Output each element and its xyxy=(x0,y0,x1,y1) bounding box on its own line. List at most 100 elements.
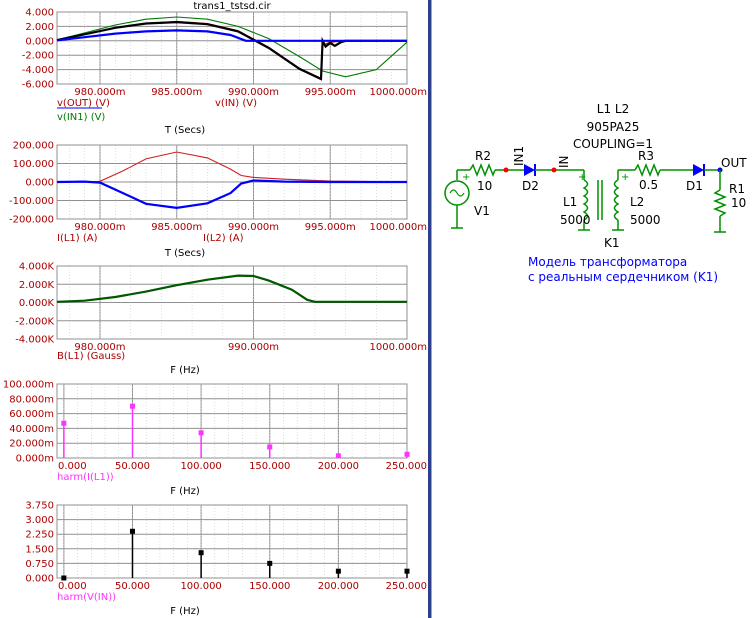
r3-resistor-symbol[interactable] xyxy=(634,162,661,178)
l2-name-label: L2 xyxy=(630,195,644,209)
net-in1-label: IN1 xyxy=(512,146,526,166)
plot-5-legend-entry: harm(V(IN)) xyxy=(57,592,116,603)
plot-4-frame xyxy=(56,383,408,459)
plot-2-x-tick-label: 995.000m xyxy=(305,222,356,233)
plot-5-y-tick-label: 3.750 xyxy=(25,501,54,512)
l1-coil-symbol[interactable] xyxy=(582,179,589,221)
plot-3-x-axis-label: F (Hz) xyxy=(170,365,200,376)
plot-4-x-tick-label: 100.000 xyxy=(180,461,221,472)
plot-5-x-tick-label: 250.000 xyxy=(386,581,427,592)
plots-canvas: trans1_tstsd.cir 4.000 2.000 0.000 -2.000 -4.… xyxy=(3,1,427,617)
pane-splitter[interactable] xyxy=(428,0,431,618)
d1-name-label: D1 xyxy=(686,179,703,193)
plot-1-x-axis-label: T (Secs) xyxy=(164,125,205,136)
plot-4-y-tick-label: 20.000m xyxy=(9,439,54,450)
l1-plus-label: + xyxy=(578,172,586,183)
plot-4-y-tick-label: 40.000m xyxy=(9,424,54,435)
plot-3-x-tick-label: 1000.000m xyxy=(370,342,427,353)
plot-2-y-tick-label: 0.000 xyxy=(25,178,54,189)
transformer-name-label: L1 L2 xyxy=(597,102,629,116)
d1-diode-symbol[interactable] xyxy=(693,164,704,176)
plot-1-x-tick-label: 1000.000m xyxy=(370,87,427,98)
bar-marker xyxy=(198,430,204,436)
plot-4-y-tick-label: 0.000m xyxy=(16,454,54,465)
plot-4-x-tick-label: 250.000 xyxy=(386,461,427,472)
bar-marker xyxy=(335,453,341,459)
plot-2-x-tick-label: 980.000m xyxy=(74,222,125,233)
net-in-label: IN xyxy=(557,155,571,168)
plot-3-x-tick-label: 980.000m xyxy=(74,342,125,353)
k1-name-label: K1 xyxy=(604,236,620,250)
plot-2-x-tick-label: 1000.000m xyxy=(370,222,427,233)
plot-1-x-tick-label: 990.000m xyxy=(228,87,279,98)
l1-name-label: L1 xyxy=(563,195,577,209)
plot-2-y-tick-label: 200.000 xyxy=(13,141,54,152)
plots-pane: trans1_tstsd.cir 4.000 2.000 0.000 -2.000 -4.… xyxy=(3,1,427,617)
series-line-blue-trace xyxy=(56,29,407,42)
plot-2-x-tick-label: 990.000m xyxy=(228,222,279,233)
r2-name-label: R2 xyxy=(475,149,491,163)
plot-1-legend-entry: v(IN1) (V) xyxy=(57,112,105,123)
net-out-label: OUT xyxy=(721,156,747,170)
series-line-v-out-v- xyxy=(56,20,407,81)
plot-5-x-tick-label: 200.000 xyxy=(318,581,359,592)
v1-plus-label: + xyxy=(462,172,470,183)
plot-1-x-tick-label: 980.000m xyxy=(74,87,125,98)
plot-5-y-tick-label: 2.250 xyxy=(25,530,54,541)
r3-name-label: R3 xyxy=(638,149,654,163)
r3-value-label: 0.5 xyxy=(639,178,658,192)
plot-4-y-tick-label: 80.000m xyxy=(9,394,54,405)
bar-marker xyxy=(335,568,341,574)
plot-5-x-tick-label: 100.000 xyxy=(180,581,221,592)
plot-1-x-tick-label: 985.000m xyxy=(151,87,202,98)
plot-5-x-tick-label: 0.000 xyxy=(58,581,87,592)
plot-2-y-tick-label: 100.000 xyxy=(13,159,54,170)
d2-diode-symbol[interactable] xyxy=(524,164,535,176)
plot-1-y-tick-label: 2.000 xyxy=(25,22,54,33)
plot-5-x-tick-label: 50.000 xyxy=(115,581,150,592)
bar-marker xyxy=(61,420,67,426)
window-title: trans1_tstsd.cir xyxy=(193,1,271,12)
schematic-canvas: L1 L2 905PA25 COUPLING=1 + V1 R2 10 IN1 … xyxy=(444,102,747,284)
bar-marker xyxy=(267,560,273,566)
plot-5-x-axis-label: F (Hz) xyxy=(170,606,200,617)
plot-5-frame xyxy=(56,504,408,579)
v1-sine-icon xyxy=(449,189,465,197)
r1-resistor-symbol[interactable] xyxy=(712,189,728,217)
v1-name-label: V1 xyxy=(474,204,490,218)
plot-1-legend-entry: v(OUT) (V) xyxy=(57,98,110,109)
caption-line-1: Модель трансформатора xyxy=(528,255,687,269)
node-in1-dot xyxy=(503,167,509,173)
series-line-i-l2-a- xyxy=(56,179,407,210)
series-line-b-l1-gauss- xyxy=(56,274,407,303)
r2-value-label: 10 xyxy=(477,179,492,193)
bar-marker xyxy=(129,403,135,409)
bar-marker xyxy=(404,451,410,457)
plot-1-y-tick-label: -4.000 xyxy=(22,65,54,76)
r2-resistor-symbol[interactable] xyxy=(469,162,496,178)
bar-marker xyxy=(198,550,204,556)
l1-value-label: 5000 xyxy=(560,213,591,227)
plot-3-x-tick-label: 990.000m xyxy=(228,342,279,353)
plot-1-y-tick-label: -6.000 xyxy=(22,80,54,91)
series-line-v-in1-v- xyxy=(56,16,408,78)
bar-marker xyxy=(129,528,135,534)
bar-marker xyxy=(61,575,67,581)
pane-splitter-edge xyxy=(431,0,432,618)
bar-marker xyxy=(267,444,273,450)
plot-1-y-tick-label: -2.000 xyxy=(22,51,54,62)
plot-1-legend-entry: v(IN) (V) xyxy=(215,98,257,109)
plot-3-y-tick-label: 4.000K xyxy=(19,262,55,273)
plot-1-frame xyxy=(56,11,408,85)
plot-4-x-tick-label: 150.000 xyxy=(249,461,290,472)
l2-coil-symbol[interactable] xyxy=(613,179,620,221)
plot-5-y-tick-label: 3.000 xyxy=(25,515,54,526)
plot-2-legend-entry: I(L2) (A) xyxy=(203,233,244,244)
plot-4-x-tick-label: 50.000 xyxy=(115,461,150,472)
core-model-label: 905PA25 xyxy=(587,120,640,134)
r1-value-label: 10 xyxy=(731,196,746,210)
d2-name-label: D2 xyxy=(522,179,539,193)
plot-1-y-tick-label: 0.000 xyxy=(25,36,54,47)
plot-2-x-axis-label: T (Secs) xyxy=(164,248,205,259)
plot-5-y-tick-label: 0.750 xyxy=(25,559,54,570)
